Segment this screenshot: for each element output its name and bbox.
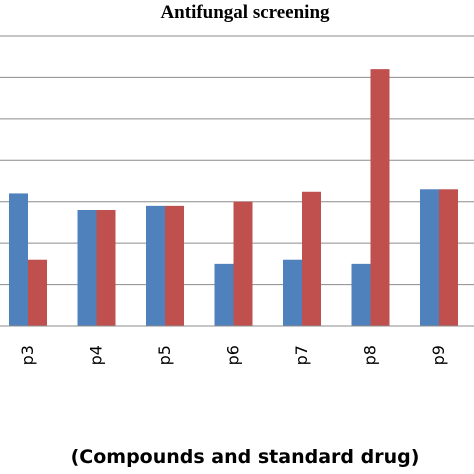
bar-p5-series-1 <box>146 205 165 326</box>
chart-title: Antifungal screening <box>160 2 330 23</box>
x-tick-label-p4: p4 <box>87 345 106 365</box>
bar-p8-series-1 <box>351 263 371 326</box>
bar-p9-series-2 <box>439 189 458 326</box>
x-tick-label-p5: p5 <box>155 345 174 365</box>
bar-p4-series-2 <box>96 210 116 326</box>
x-axis-label: (Compounds and standard drug) <box>71 446 420 468</box>
bar-p5-series-2 <box>165 205 184 326</box>
x-tick-labels: p3 p4 p5 p6 p7 p8 p9 <box>18 345 448 365</box>
bar-p6-series-2 <box>233 201 253 326</box>
x-tick-label-p9: p9 <box>429 345 448 365</box>
bar-p4-series-1 <box>77 210 97 326</box>
bar-p3-series-2 <box>28 259 47 326</box>
bars <box>9 69 458 327</box>
bar-p9-series-1 <box>420 189 439 326</box>
bar-p7-series-1 <box>283 259 302 326</box>
x-tick-label-p6: p6 <box>224 345 243 365</box>
x-tick-label-p7: p7 <box>292 345 311 365</box>
bar-p7-series-2 <box>302 191 321 326</box>
bar-p6-series-1 <box>214 263 234 326</box>
bar-p8-series-2 <box>370 69 390 327</box>
x-tick-label-p8: p8 <box>361 345 380 365</box>
x-tick-label-p3: p3 <box>18 345 37 365</box>
bar-p3-series-1 <box>9 193 28 326</box>
